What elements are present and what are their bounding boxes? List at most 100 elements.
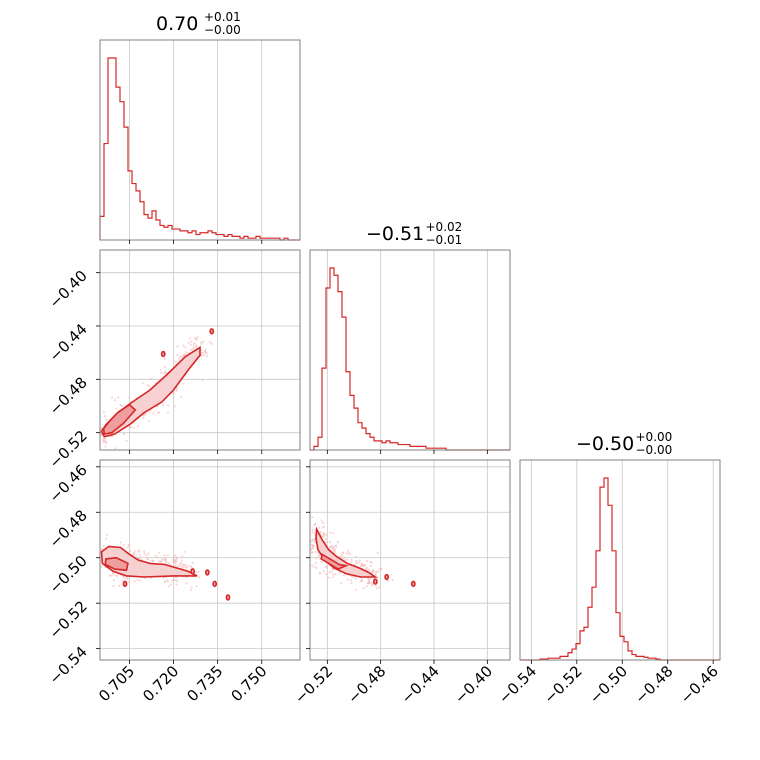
scatter-point — [193, 342, 196, 345]
scatter-point — [194, 345, 197, 348]
scatter-point — [311, 531, 314, 534]
scatter-point — [189, 565, 192, 568]
scatter-point — [163, 557, 166, 560]
scatter-point — [105, 441, 108, 445]
scatter-point — [350, 579, 353, 582]
scatter-point — [362, 587, 365, 590]
scatter-point — [181, 555, 184, 558]
scatter-point — [102, 544, 105, 548]
scatter-point — [169, 583, 173, 586]
scatter-point — [332, 532, 335, 535]
x-tick-label: −0.54 — [495, 662, 540, 707]
scatter-point — [112, 579, 116, 582]
scatter-point — [164, 559, 167, 562]
contour-island — [384, 573, 390, 581]
scatter-point — [347, 551, 350, 554]
scatter-point — [202, 354, 206, 357]
scatter-point — [163, 366, 166, 369]
title-value: −0.50 — [576, 433, 634, 455]
scatter-point — [200, 341, 203, 344]
scatter-point — [144, 412, 147, 416]
scatter-point — [159, 560, 162, 563]
x-tick-label: 0.705 — [95, 662, 138, 705]
y-tick-label: −0.50 — [46, 552, 91, 597]
scatter-point — [187, 565, 190, 568]
scatter-point — [112, 584, 115, 588]
scatter-point — [374, 573, 378, 577]
scatter-point — [341, 551, 344, 554]
scatter-point — [329, 571, 332, 574]
scatter-point — [171, 558, 175, 561]
x-tick-label: −0.40 — [451, 662, 496, 707]
scatter-point — [187, 341, 190, 344]
scatter-point — [311, 528, 314, 531]
scatter-point — [189, 349, 192, 352]
scatter-point — [195, 338, 198, 341]
scatter-point — [180, 395, 183, 398]
scatter-point — [375, 587, 379, 590]
scatter-point — [354, 588, 357, 591]
scatter-point — [313, 540, 316, 543]
scatter-point — [166, 580, 169, 583]
scatter-point — [128, 426, 131, 429]
scatter-point — [175, 388, 178, 391]
y-tick-label: −0.48 — [46, 506, 91, 551]
scatter-point — [315, 566, 318, 570]
scatter-point — [311, 516, 314, 519]
contour-island — [204, 569, 210, 576]
scatter-point — [378, 585, 381, 588]
scatter-point — [369, 564, 372, 568]
contour-inner — [320, 553, 349, 570]
scatter-point — [195, 585, 198, 588]
scatter-point — [146, 384, 149, 387]
scatter-point — [175, 583, 178, 586]
scatter-point — [332, 545, 335, 548]
scatter-point — [157, 411, 160, 414]
scatter-point — [311, 564, 314, 567]
contour-island — [225, 594, 231, 601]
scatter-point — [183, 550, 186, 553]
histogram-step-2 — [520, 477, 720, 661]
scatter-point — [366, 559, 369, 563]
scatter-point — [354, 577, 357, 580]
scatter-point — [325, 573, 328, 576]
y-tick-label: −0.48 — [46, 373, 91, 418]
scatter-point — [322, 570, 325, 573]
scatter-point — [147, 420, 150, 423]
scatter-point — [178, 355, 181, 358]
scatter-point — [386, 580, 390, 583]
scatter-point — [105, 533, 109, 536]
scatter-point — [196, 336, 199, 339]
scatter-panel-0-2: 0.705 0.720 0.735 0.750 −0.54−0.52−0.50−0.48… — [46, 459, 301, 705]
scatter-point — [346, 578, 349, 581]
scatter-point — [360, 579, 363, 582]
scatter-point — [318, 553, 321, 557]
scatter-point — [358, 559, 361, 563]
scatter-point — [102, 411, 105, 414]
scatter-point — [333, 550, 336, 553]
scatter-point — [321, 535, 324, 539]
scatter-point — [182, 382, 185, 385]
param-title-2: −0.50 +0.00−0.00 — [576, 430, 672, 457]
scatter-point — [350, 558, 353, 561]
scatter-point — [182, 344, 185, 347]
scatter-point — [359, 564, 362, 568]
scatter-point — [159, 368, 162, 371]
scatter-point — [152, 559, 155, 563]
scatter-point — [365, 585, 368, 588]
scatter-point — [197, 576, 201, 579]
scatter-point — [190, 340, 193, 343]
scatter-point — [176, 556, 179, 559]
scatter-point — [174, 563, 177, 566]
scatter-point — [173, 405, 176, 408]
scatter-point — [123, 432, 126, 436]
y-tick-label: −0.54 — [46, 643, 91, 688]
scatter-point — [135, 554, 138, 557]
scatter-point — [329, 531, 332, 534]
scatter-point — [201, 379, 204, 382]
scatter-point — [191, 561, 194, 565]
scatter-point — [332, 576, 335, 579]
scatter-point — [110, 574, 113, 577]
scatter-point — [104, 445, 107, 448]
